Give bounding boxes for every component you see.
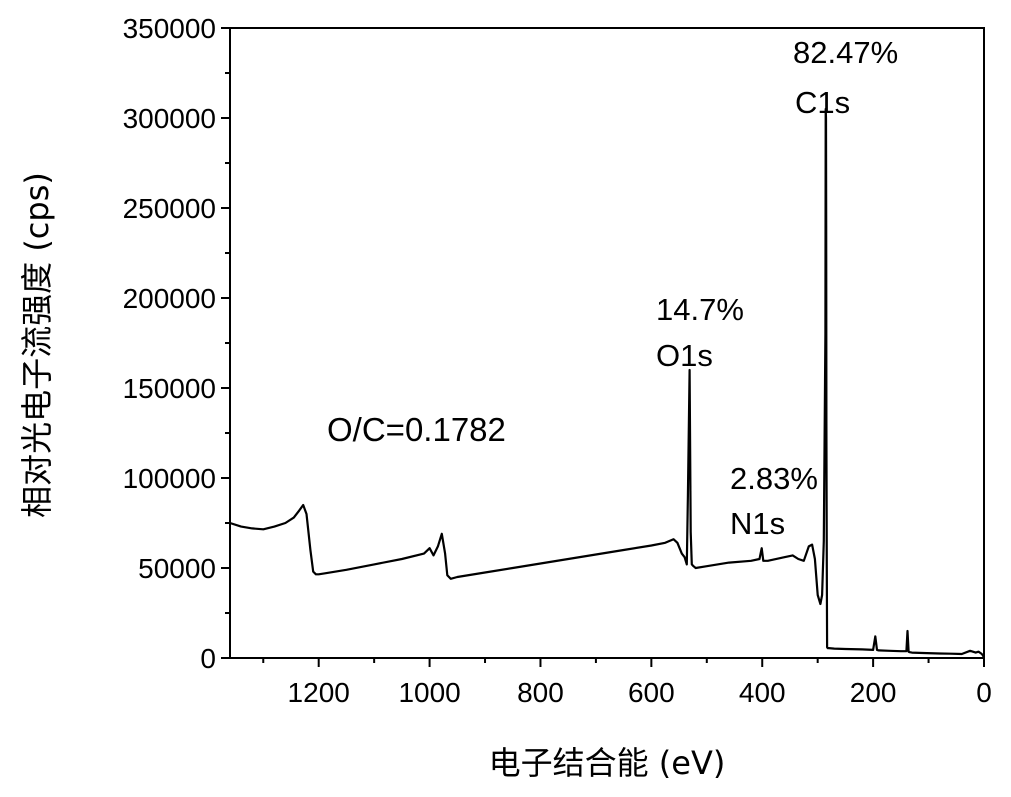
- annotation-oc-ratio: O/C=0.1782: [327, 411, 506, 448]
- y-tick-label: 300000: [123, 103, 216, 134]
- y-tick-label: 350000: [123, 13, 216, 44]
- x-tick-label: 600: [628, 677, 675, 708]
- annotation-n1s-pct: 2.83%: [730, 461, 818, 496]
- series-line-0: [229, 107, 986, 659]
- x-tick-label: 400: [739, 677, 786, 708]
- annotation-o1s-label: O1s: [656, 338, 713, 373]
- annotation-c1s-pct: 82.47%: [793, 35, 898, 70]
- annotation-c1s-label: C1s: [795, 85, 850, 120]
- y-axis-ticks: 0 50000 100000 150000 200000 250000 300000 3500…: [123, 13, 230, 674]
- y-tick-label: 100000: [123, 463, 216, 494]
- x-axis-ticks: 1200 1000 800 600 400 200 0: [262, 658, 992, 708]
- x-axis-title: 电子结合能 (eV): [489, 744, 726, 782]
- y-tick-label: 0: [200, 643, 216, 674]
- x-tick-label: 800: [517, 677, 564, 708]
- x-tick-label: 1200: [288, 677, 350, 708]
- annotation-n1s-label: N1s: [730, 506, 785, 541]
- x-tick-label: 200: [850, 677, 897, 708]
- series-layer: [229, 107, 986, 659]
- x-tick-label: 0: [976, 677, 992, 708]
- y-tick-label: 50000: [138, 553, 216, 584]
- y-tick-label: 250000: [123, 193, 216, 224]
- y-axis-title: 相对光电子流强度 (cps): [18, 172, 56, 518]
- x-tick-label: 1000: [398, 677, 460, 708]
- y-tick-label: 150000: [123, 373, 216, 404]
- annotation-o1s-pct: 14.7%: [656, 292, 744, 327]
- y-tick-label: 200000: [123, 283, 216, 314]
